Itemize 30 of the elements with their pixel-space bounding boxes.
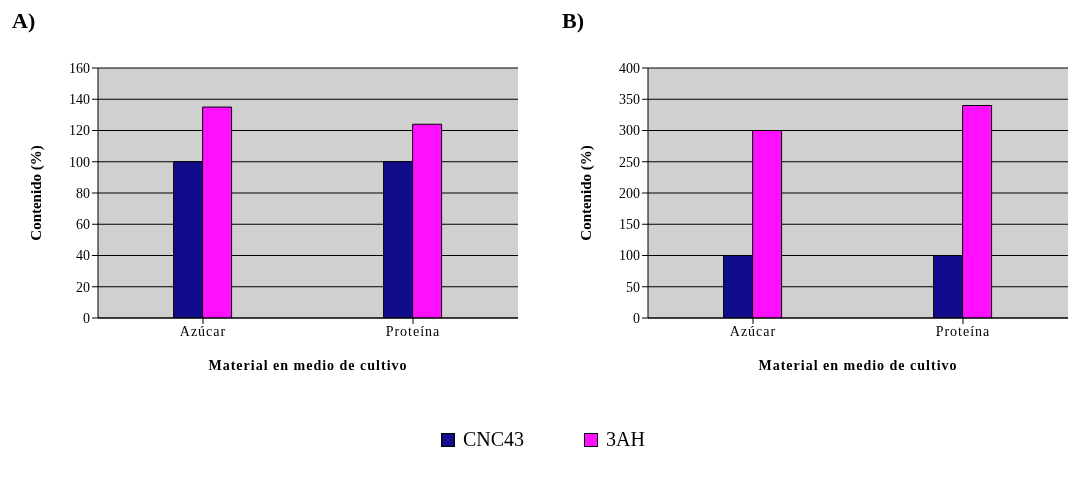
legend-label: 3AH (606, 428, 645, 451)
y-axis-title: Contenido (%) (578, 145, 596, 241)
y-tick-label: 140 (69, 92, 90, 108)
x-tick-label: Proteína (385, 323, 441, 339)
legend-label: CNC43 (462, 428, 525, 451)
chart-title: A) (11, 8, 37, 35)
y-tick-label: 100 (69, 154, 90, 170)
y-tick-label: 20 (76, 279, 90, 295)
y-tick-label: 200 (619, 185, 640, 201)
y-tick-label: 120 (69, 123, 90, 139)
y-tick-label: 0 (633, 310, 640, 326)
x-axis-title: Material en medio de cultivo (208, 358, 408, 373)
y-tick-label: 160 (69, 60, 90, 76)
x-tick-label: Proteína (935, 323, 991, 339)
y-tick-label: 300 (619, 123, 640, 139)
x-axis-title: Material en medio de cultivo (758, 358, 958, 373)
y-tick-label: 250 (619, 154, 640, 170)
y-tick-label: 150 (619, 217, 640, 233)
y-tick-label: 350 (619, 92, 640, 108)
y-tick-label: 50 (626, 279, 640, 295)
x-tick-label: Azúcar (179, 323, 227, 339)
y-tick-label: 80 (76, 185, 90, 201)
y-tick-label: 60 (76, 217, 90, 233)
y-tick-label: 100 (619, 248, 640, 264)
y-tick-label: 400 (619, 60, 640, 76)
y-tick-label: 40 (76, 248, 90, 264)
x-tick-label: Azúcar (729, 323, 777, 339)
y-tick-label: 0 (83, 310, 90, 326)
chart-title: B) (561, 8, 585, 35)
y-axis-title: Contenido (%) (28, 145, 46, 241)
